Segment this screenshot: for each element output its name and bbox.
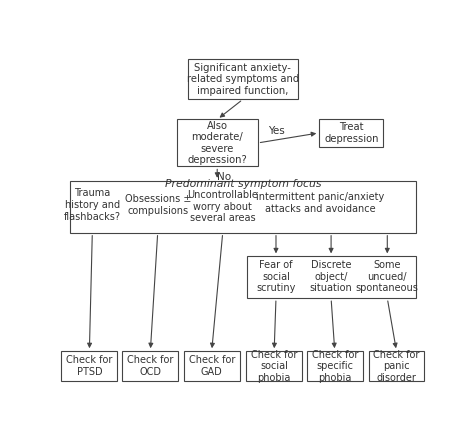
Text: Fear of
social
scrutiny: Fear of social scrutiny (256, 260, 296, 293)
Text: Significant anxiety-
related symptoms and
impaired function,: Significant anxiety- related symptoms an… (187, 63, 299, 96)
FancyBboxPatch shape (62, 351, 117, 382)
Text: No: No (217, 172, 231, 182)
Text: Check for
social
phobia: Check for social phobia (251, 350, 297, 383)
FancyBboxPatch shape (246, 256, 416, 298)
Text: Check for
PTSD: Check for PTSD (66, 355, 112, 377)
FancyBboxPatch shape (307, 351, 363, 382)
Text: Discrete
object/
situation: Discrete object/ situation (310, 260, 353, 293)
Text: Check for
OCD: Check for OCD (127, 355, 173, 377)
Text: Yes: Yes (268, 126, 284, 136)
Text: Some
uncued/
spontaneous: Some uncued/ spontaneous (356, 260, 419, 293)
Text: Check for
specific
phobia: Check for specific phobia (311, 350, 358, 383)
FancyBboxPatch shape (184, 351, 240, 382)
FancyBboxPatch shape (177, 119, 258, 167)
FancyBboxPatch shape (122, 351, 178, 382)
FancyBboxPatch shape (319, 119, 383, 147)
Text: Uncontrollable
worry about
several areas: Uncontrollable worry about several areas (187, 190, 258, 223)
Text: Obsessions ±
compulsions: Obsessions ± compulsions (125, 194, 191, 216)
FancyBboxPatch shape (369, 351, 424, 382)
Text: intermittent panic/anxiety
attacks and avoidance: intermittent panic/anxiety attacks and a… (256, 192, 384, 214)
FancyBboxPatch shape (246, 351, 302, 382)
FancyBboxPatch shape (70, 181, 416, 233)
Text: Treat
depression: Treat depression (324, 122, 379, 144)
FancyBboxPatch shape (188, 59, 298, 99)
Text: Check for
panic
disorder: Check for panic disorder (374, 350, 419, 383)
Text: Trauma
history and
flashbacks?: Trauma history and flashbacks? (64, 188, 121, 221)
Text: Check for
GAD: Check for GAD (189, 355, 235, 377)
Text: Predominant symptom focus: Predominant symptom focus (164, 179, 321, 189)
Text: Also
moderate/
severe
depression?: Also moderate/ severe depression? (187, 121, 247, 165)
